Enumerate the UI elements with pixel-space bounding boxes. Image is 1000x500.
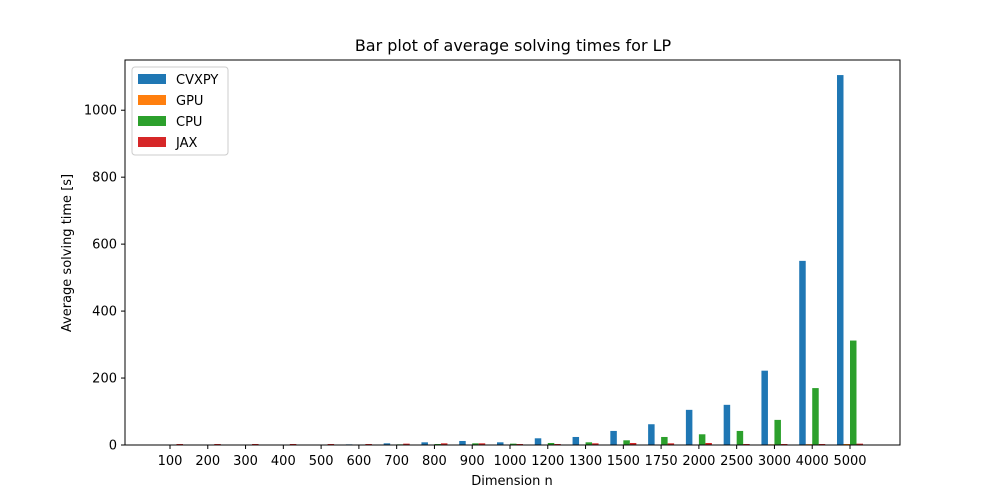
x-tick-label: 400 xyxy=(271,454,296,469)
bar-jax-1500 xyxy=(629,442,637,445)
bar-jax-5000 xyxy=(856,443,863,445)
x-tick-label: 700 xyxy=(384,454,409,469)
x-tick-label: 1300 xyxy=(569,454,602,469)
x-tick-label: 5000 xyxy=(833,454,866,469)
x-tick-label: 600 xyxy=(346,454,371,469)
x-tick-label: 2500 xyxy=(720,454,753,469)
bar-jax-1750 xyxy=(667,443,675,445)
bar-cpu-1300 xyxy=(585,442,593,445)
y-tick-label: 400 xyxy=(92,305,117,320)
bar-cpu-5000 xyxy=(850,340,857,445)
legend: CVXPY GPU CPU JAX xyxy=(131,66,229,156)
x-tick-label: 1750 xyxy=(645,454,678,469)
y-tick-label: 0 xyxy=(109,439,117,454)
x-tick-label: 1200 xyxy=(531,454,564,469)
x-axis: 100 200 300 400 500 600 700 800 900 1000 1200 1300 1… xyxy=(158,445,867,469)
bar-cvxpy-1000 xyxy=(497,442,504,445)
bar-cvxpy-2000 xyxy=(685,409,693,445)
bar-cpu-1500 xyxy=(623,440,630,445)
bar-cvxpy-800 xyxy=(421,442,428,445)
legend-box xyxy=(131,66,229,156)
legend-swatch-cvxpy xyxy=(138,74,166,84)
y-axis-label: Average solving time [s] xyxy=(60,174,75,332)
y-tick-label: 200 xyxy=(92,372,117,387)
legend-label-cvxpy: CVXPY xyxy=(176,73,218,88)
bar-jax-1300 xyxy=(592,443,599,445)
x-axis-label: Dimension n xyxy=(471,474,552,489)
plot-frame xyxy=(124,59,901,446)
x-tick-label: 4000 xyxy=(796,454,829,469)
legend-label-jax: JAX xyxy=(175,136,197,151)
x-tick-label: 500 xyxy=(309,454,334,469)
y-axis: 0 200 400 600 800 1000 xyxy=(84,104,125,454)
bar-cvxpy-700 xyxy=(383,443,391,445)
x-tick-label: 1000 xyxy=(493,454,526,469)
x-tick-label: 300 xyxy=(233,454,258,469)
bar-cvxpy-2500 xyxy=(723,404,731,445)
x-tick-label: 800 xyxy=(422,454,447,469)
bars-layer xyxy=(157,75,863,445)
bar-cpu-4000 xyxy=(812,388,819,445)
legend-swatch-cpu xyxy=(138,116,166,126)
legend-label-gpu: GPU xyxy=(176,94,203,109)
bar-jax-700 xyxy=(403,443,410,445)
bar-jax-900 xyxy=(478,443,486,445)
y-tick-label: 1000 xyxy=(84,104,117,119)
bar-cvxpy-5000 xyxy=(837,75,844,445)
bar-cvxpy-1200 xyxy=(534,438,542,445)
bar-cpu-1200 xyxy=(547,442,555,445)
bar-jax-2000 xyxy=(705,442,712,445)
bar-cvxpy-1750 xyxy=(648,424,655,445)
bar-cpu-1000 xyxy=(510,443,517,445)
bar-jax-800 xyxy=(440,443,448,445)
x-tick-label: 900 xyxy=(460,454,485,469)
bar-cvxpy-4000 xyxy=(799,260,806,445)
bar-cpu-3000 xyxy=(774,419,781,445)
legend-swatch-jax xyxy=(138,137,166,147)
bar-cpu-900 xyxy=(472,443,479,445)
x-tick-label: 200 xyxy=(195,454,220,469)
bar-cpu-1750 xyxy=(661,436,668,445)
x-tick-label: 100 xyxy=(158,454,183,469)
bar-cvxpy-900 xyxy=(459,440,466,445)
legend-swatch-gpu xyxy=(138,95,166,105)
bar-cvxpy-1500 xyxy=(610,430,617,445)
bar-cvxpy-1300 xyxy=(572,436,580,445)
x-tick-label: 3000 xyxy=(758,454,791,469)
chart-title: Bar plot of average solving times for LP xyxy=(355,36,672,55)
bar-cpu-2000 xyxy=(698,434,706,445)
y-tick-label: 600 xyxy=(92,238,117,253)
legend-label-cpu: CPU xyxy=(176,115,202,130)
x-tick-label: 1500 xyxy=(607,454,640,469)
bar-cvxpy-3000 xyxy=(761,370,768,445)
x-tick-label: 2000 xyxy=(682,454,715,469)
y-tick-label: 800 xyxy=(92,171,117,186)
bar-cpu-2500 xyxy=(736,430,744,445)
